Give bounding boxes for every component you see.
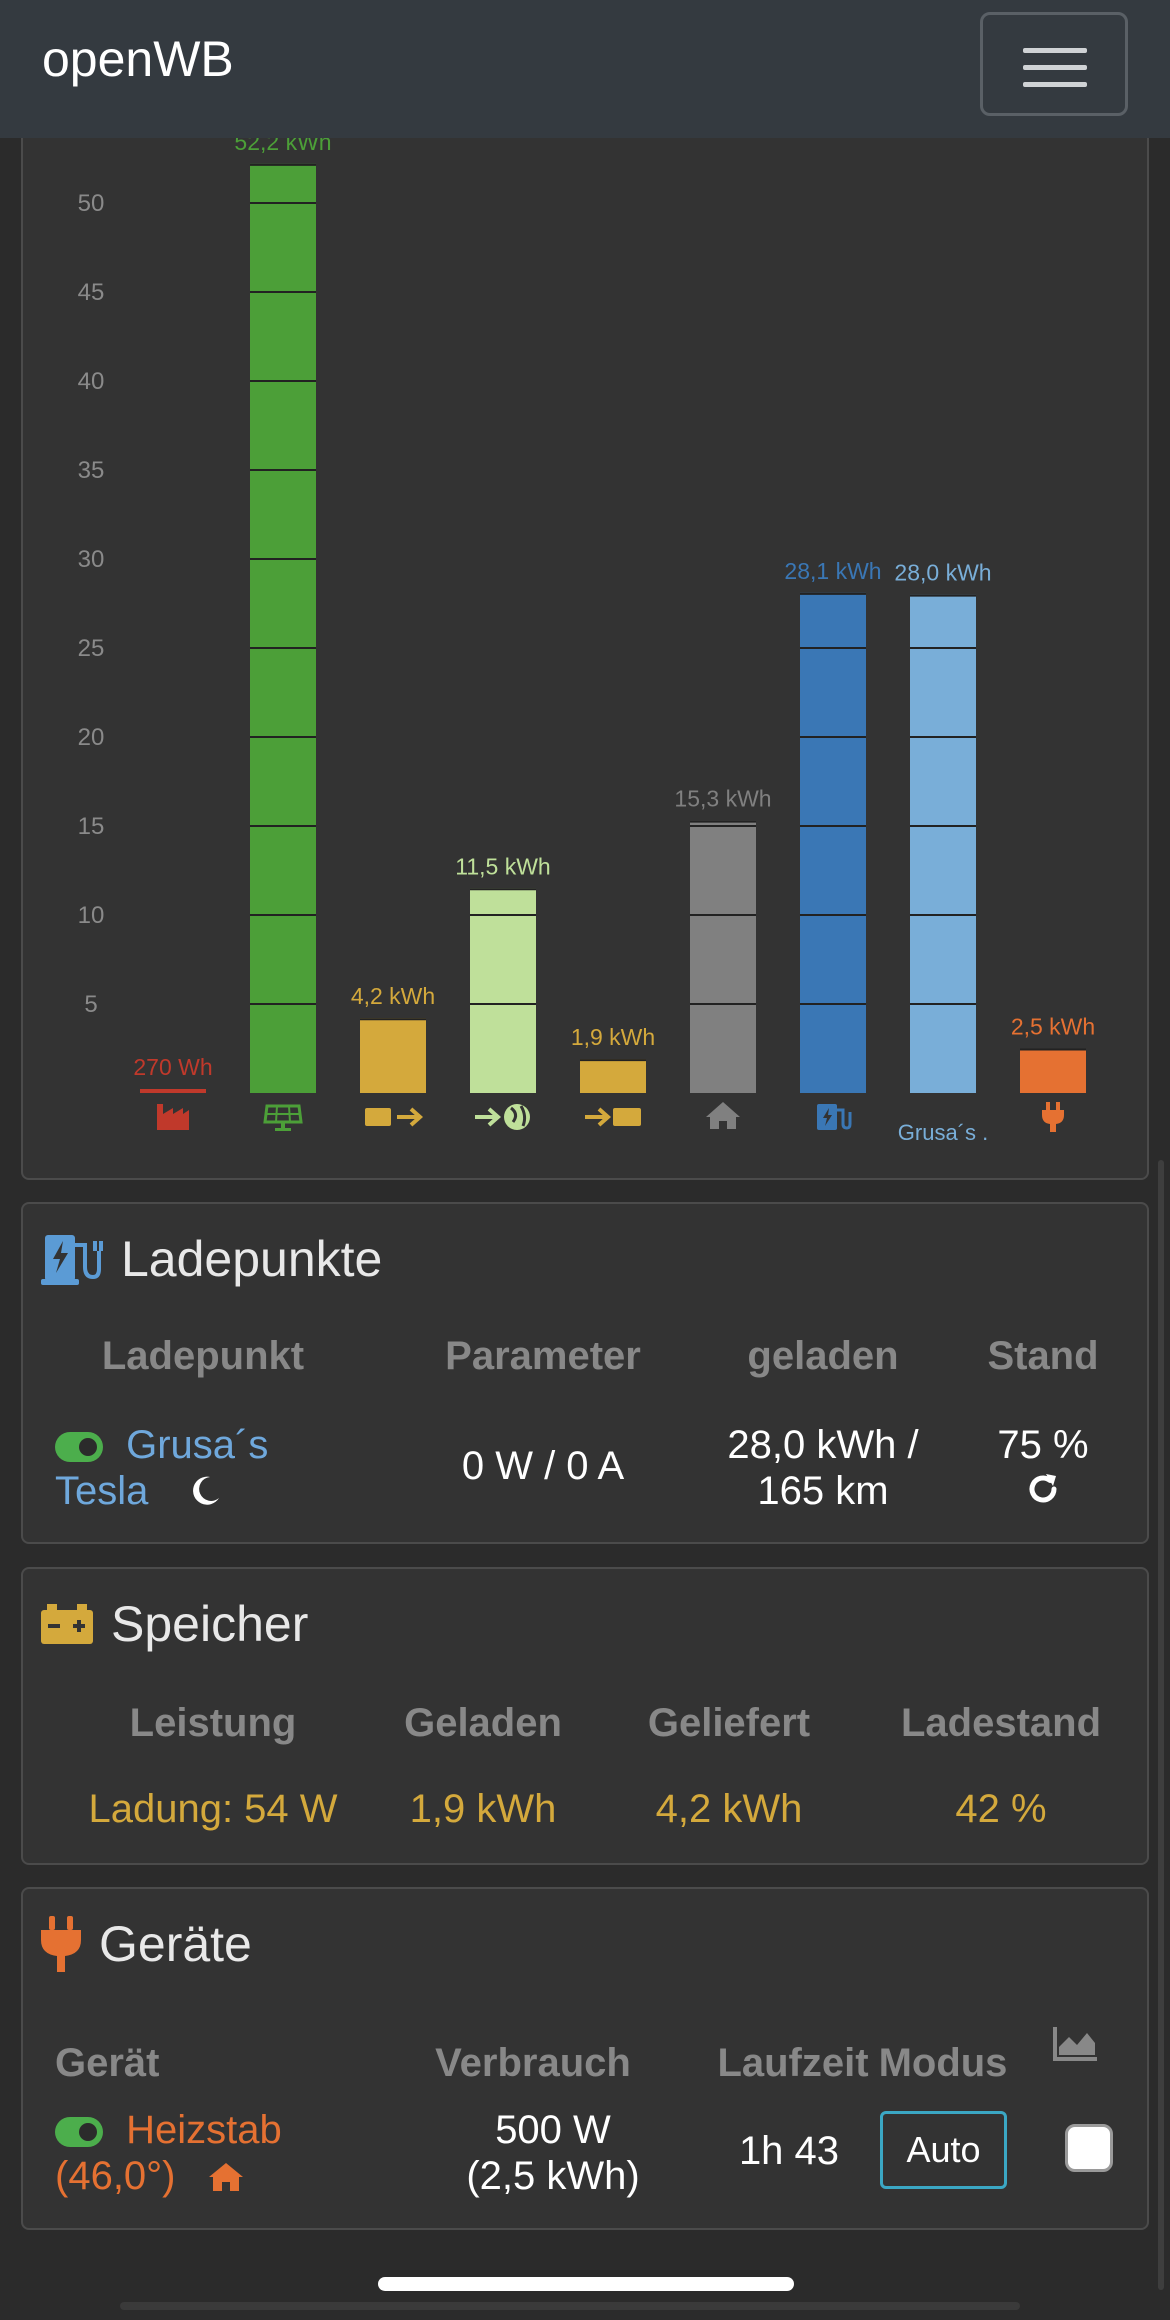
data-label: 270 Wh bbox=[133, 1054, 212, 1080]
geraete-card: Geräte Gerät Verbrauch Laufzeit Modus He… bbox=[21, 1887, 1149, 2230]
solar-panel-icon bbox=[263, 1104, 303, 1131]
header-ladestand: Ladestand bbox=[900, 1701, 1102, 1745]
data-label: 4,2 kWh bbox=[351, 983, 435, 1009]
header-modus: Modus bbox=[878, 2041, 1008, 2085]
header-geladen: Geladen bbox=[404, 1701, 562, 1745]
y-tick-label: 30 bbox=[78, 546, 105, 573]
geraete-header: Geräte bbox=[41, 1909, 252, 1979]
bar bbox=[580, 1059, 646, 1093]
moon-icon[interactable] bbox=[188, 1474, 222, 1508]
bar bbox=[1020, 1048, 1086, 1093]
charging-station-icon bbox=[817, 1104, 852, 1130]
geraete-title: Geräte bbox=[99, 1916, 252, 1972]
scrollbar[interactable] bbox=[1158, 1160, 1164, 2290]
ladepunkt-stand: 75 % bbox=[953, 1422, 1133, 1516]
energy-chart-card: 5 10 15 20 25 30 35 40 45 50 270 Wh 52,2 kWh 4,2 kWh… bbox=[21, 100, 1149, 1180]
speicher-header: Speicher bbox=[41, 1589, 308, 1659]
hamburger-line bbox=[1023, 48, 1087, 53]
y-tick-label: 35 bbox=[78, 457, 105, 484]
ladepunkt-name[interactable]: Grusa´s Tesla bbox=[55, 1422, 268, 1514]
enable-toggle[interactable] bbox=[55, 2117, 103, 2148]
plug-icon bbox=[41, 1916, 81, 1972]
header-verbrauch: Verbrauch bbox=[435, 2041, 631, 2085]
speicher-geladen: 1,9 kWh bbox=[409, 1787, 557, 1831]
bar bbox=[250, 163, 316, 1094]
speicher-card: Speicher Leistung Geladen Geliefert Lade… bbox=[21, 1567, 1149, 1865]
enable-toggle[interactable] bbox=[55, 1432, 103, 1463]
brand-title[interactable]: openWB bbox=[42, 31, 234, 87]
header-laufzeit: Laufzeit bbox=[717, 2041, 869, 2085]
y-tick-label: 20 bbox=[78, 724, 105, 751]
mode-auto-button[interactable]: Auto bbox=[880, 2111, 1007, 2189]
bar bbox=[910, 594, 976, 1093]
bar bbox=[800, 592, 866, 1093]
ladepunkt-parameter: 0 W / 0 A bbox=[461, 1444, 625, 1488]
header-ladepunkt: Ladepunkt bbox=[101, 1334, 305, 1378]
header-geraet: Gerät bbox=[55, 2041, 160, 2085]
ladepunkte-card: Ladepunkte Ladepunkt Parameter geladen S… bbox=[21, 1202, 1149, 1544]
y-tick-label: 45 bbox=[78, 279, 105, 306]
menu-toggle-button[interactable] bbox=[980, 12, 1128, 116]
speicher-ladestand: 42 % bbox=[955, 1787, 1047, 1831]
house-icon bbox=[706, 1102, 740, 1129]
speicher-leistung: Ladung: 54 W bbox=[88, 1787, 338, 1831]
geraet-power: 500 W bbox=[495, 2108, 611, 2152]
y-tick-label: 25 bbox=[78, 635, 105, 662]
header-geladen: geladen bbox=[747, 1334, 899, 1378]
speicher-geliefert: 4,2 kWh bbox=[655, 1787, 803, 1831]
geraet-name[interactable]: Heizstab (46,0°) bbox=[55, 2107, 282, 2199]
y-tick-label: 5 bbox=[84, 991, 97, 1018]
home-indicator[interactable] bbox=[378, 2277, 794, 2291]
header-leistung: Leistung bbox=[129, 1701, 297, 1745]
refresh-icon[interactable] bbox=[1026, 1472, 1060, 1506]
data-label: 15,3 kWh bbox=[674, 786, 771, 812]
plug-icon bbox=[1042, 1102, 1064, 1132]
y-tick-label: 10 bbox=[78, 902, 105, 929]
bar bbox=[140, 1089, 206, 1093]
battery-discharge-icon bbox=[365, 1107, 424, 1127]
bar bbox=[470, 888, 536, 1093]
ladepunkt-geladen: 28,0 kWh / 165 km bbox=[673, 1422, 973, 1514]
y-tick-label: 40 bbox=[78, 368, 105, 395]
ladepunkt-geladen-range: 165 km bbox=[757, 1469, 889, 1513]
y-tick-label: 15 bbox=[78, 813, 105, 840]
data-label: 2,5 kWh bbox=[1011, 1014, 1095, 1040]
charging-station-icon bbox=[41, 1235, 103, 1285]
ladepunkte-header: Ladepunkte bbox=[41, 1224, 382, 1294]
grid-export-icon bbox=[475, 1104, 530, 1130]
y-tick-label: 50 bbox=[78, 190, 105, 217]
data-label: 28,0 kWh bbox=[894, 560, 991, 586]
device-checkbox[interactable] bbox=[1065, 2124, 1113, 2172]
header-stand: Stand bbox=[987, 1334, 1099, 1378]
geraet-energy: (2,5 kWh) bbox=[466, 2154, 640, 2198]
speicher-title: Speicher bbox=[111, 1596, 309, 1652]
data-label: 1,9 kWh bbox=[571, 1024, 655, 1050]
bottom-divider bbox=[120, 2302, 1020, 2310]
house-icon bbox=[208, 2163, 243, 2191]
battery-charge-icon bbox=[585, 1107, 641, 1127]
geraet-verbrauch: 500 W (2,5 kWh) bbox=[403, 2107, 703, 2199]
factory-icon bbox=[157, 1104, 189, 1130]
category-label: Grusa´s . bbox=[898, 1120, 988, 1145]
hamburger-line bbox=[1023, 65, 1087, 70]
ladepunkt-geladen-energy: 28,0 kWh / bbox=[727, 1423, 919, 1467]
bar bbox=[360, 1018, 426, 1093]
battery-icon bbox=[41, 1604, 93, 1644]
data-label: 28,1 kWh bbox=[784, 558, 881, 584]
ladepunkt-name-line2: Tesla bbox=[55, 1469, 149, 1513]
header-parameter: Parameter bbox=[445, 1334, 641, 1378]
ladepunkt-soc: 75 % bbox=[997, 1423, 1089, 1467]
geraet-temperature: (46,0°) bbox=[55, 2154, 176, 2198]
header-geliefert: Geliefert bbox=[647, 1701, 811, 1745]
geraet-laufzeit: 1h 43 bbox=[738, 2129, 840, 2173]
chart-area-icon[interactable] bbox=[1053, 2025, 1099, 2061]
ladepunkte-title: Ladepunkte bbox=[121, 1231, 383, 1287]
ladepunkt-name-line1: Grusa´s bbox=[126, 1423, 269, 1467]
geraet-name-line1: Heizstab bbox=[126, 2108, 282, 2152]
navbar: openWB bbox=[0, 0, 1170, 138]
hamburger-line bbox=[1023, 82, 1087, 87]
data-label: 11,5 kWh bbox=[455, 853, 550, 879]
bar bbox=[690, 820, 756, 1093]
